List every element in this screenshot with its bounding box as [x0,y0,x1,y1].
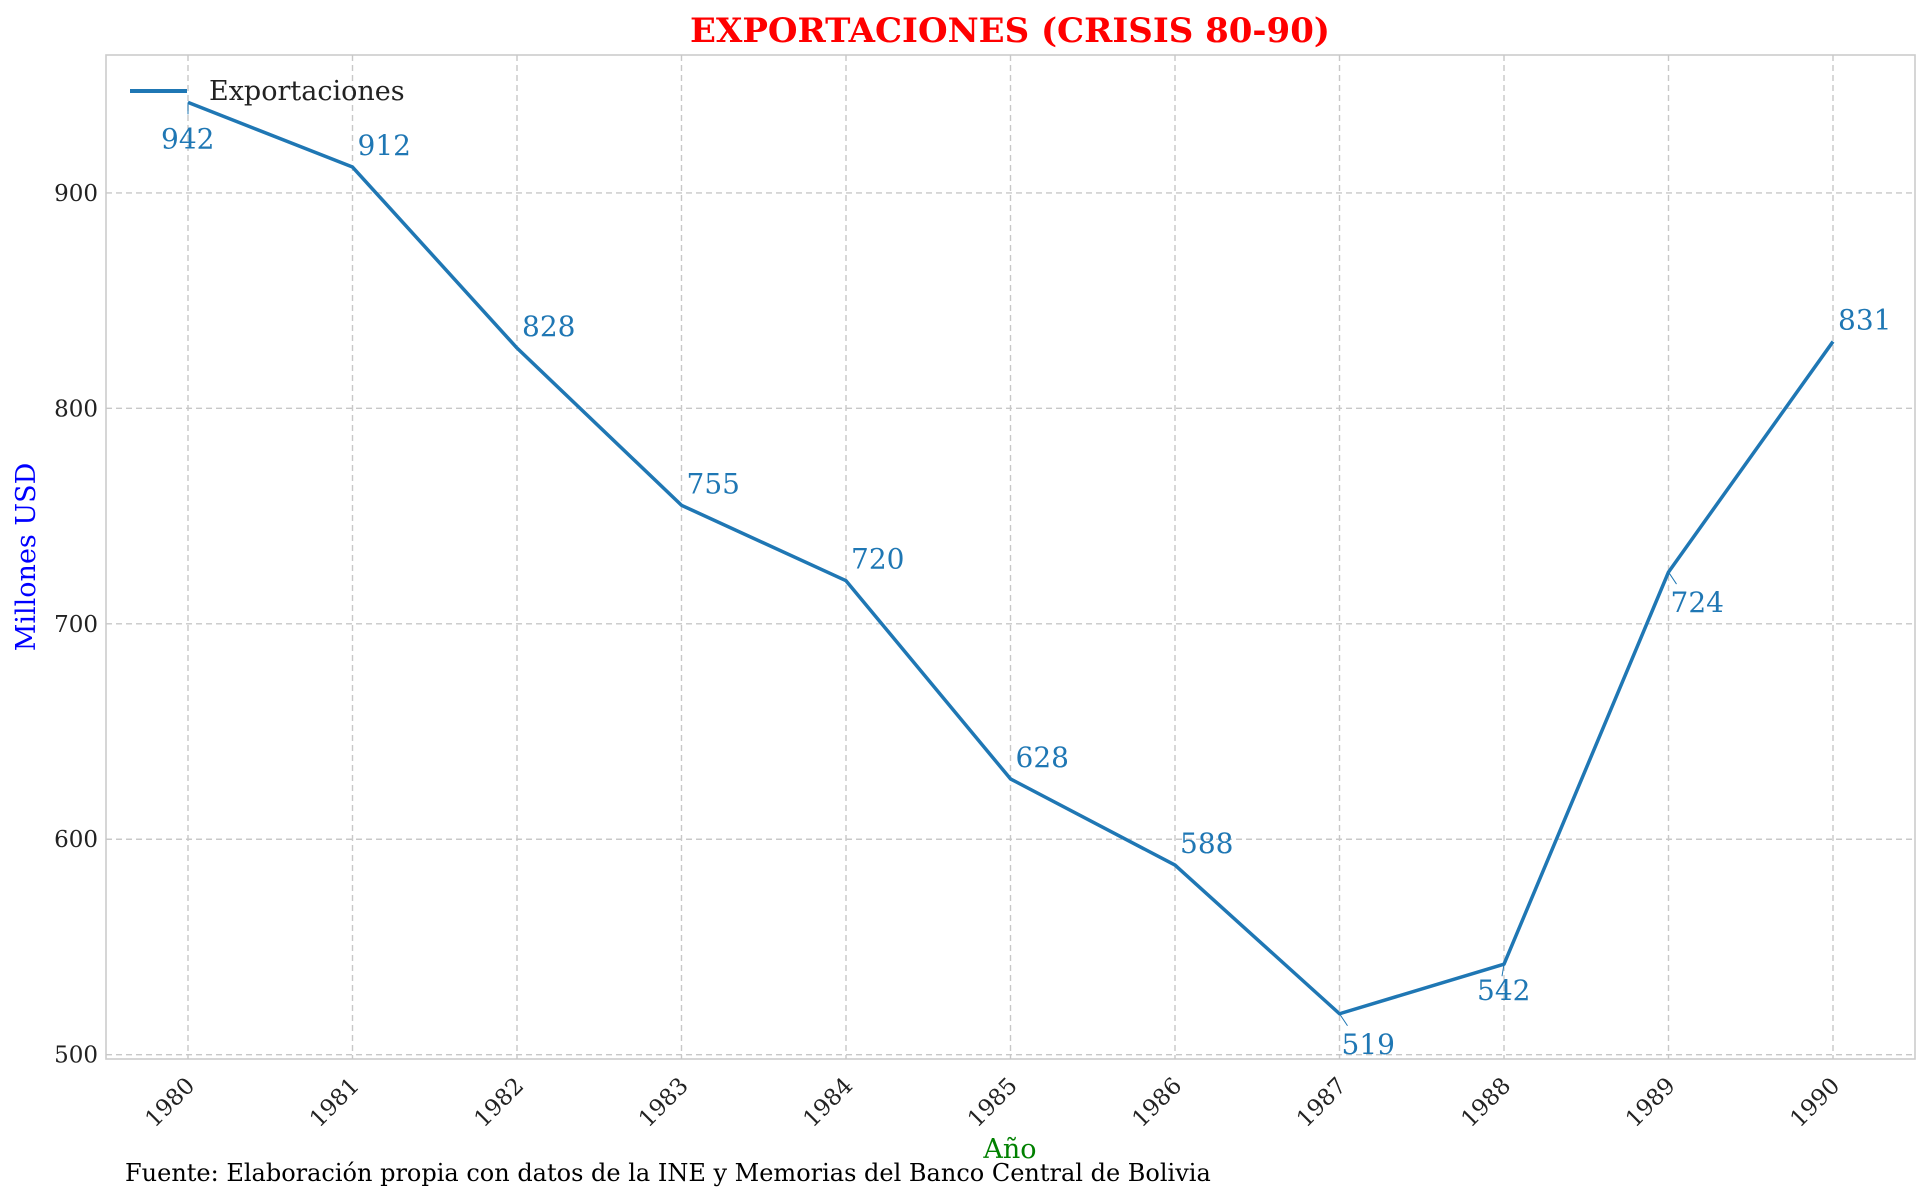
y-tick-label: 700 [54,612,98,638]
data-label-leader [1668,571,1677,585]
y-axis-ticks: 500 600 700 800 900 [54,181,98,1069]
series-layer [187,100,1835,1016]
data-label: 831 [1838,304,1891,337]
chart-title: EXPORTACIONES (CRISIS 80-90) [690,11,1330,51]
legend-label-exportaciones: Exportaciones [209,76,405,107]
y-axis-label: Millones USD [11,463,42,652]
data-label: 724 [1671,586,1724,619]
data-label: 628 [1016,741,1069,774]
y-tick-label: 800 [54,396,98,422]
x-axis-label: Año [982,1134,1036,1165]
legend: Exportaciones [130,76,405,107]
data-label: 828 [522,310,575,343]
y-tick-label: 600 [54,827,98,853]
data-label: 720 [851,543,904,576]
data-label: 912 [358,129,411,162]
data-labels: 942 912 828 755 720 628 588 519 542 724 831 [161,102,1891,1061]
data-label-leader [1501,964,1505,977]
data-label-leader [1339,1013,1348,1027]
source-note: Fuente: Elaboración propia con datos de … [125,1159,1211,1187]
data-label: 755 [687,467,740,500]
data-label: 942 [161,122,214,155]
data-label: 588 [1180,827,1233,860]
data-label: 542 [1477,974,1530,1007]
y-tick-label: 500 [54,1043,98,1069]
data-label: 519 [1342,1028,1395,1061]
y-tick-label: 900 [54,181,98,207]
series-line-exportaciones [187,100,1835,1016]
grid-lines [106,55,1915,1059]
